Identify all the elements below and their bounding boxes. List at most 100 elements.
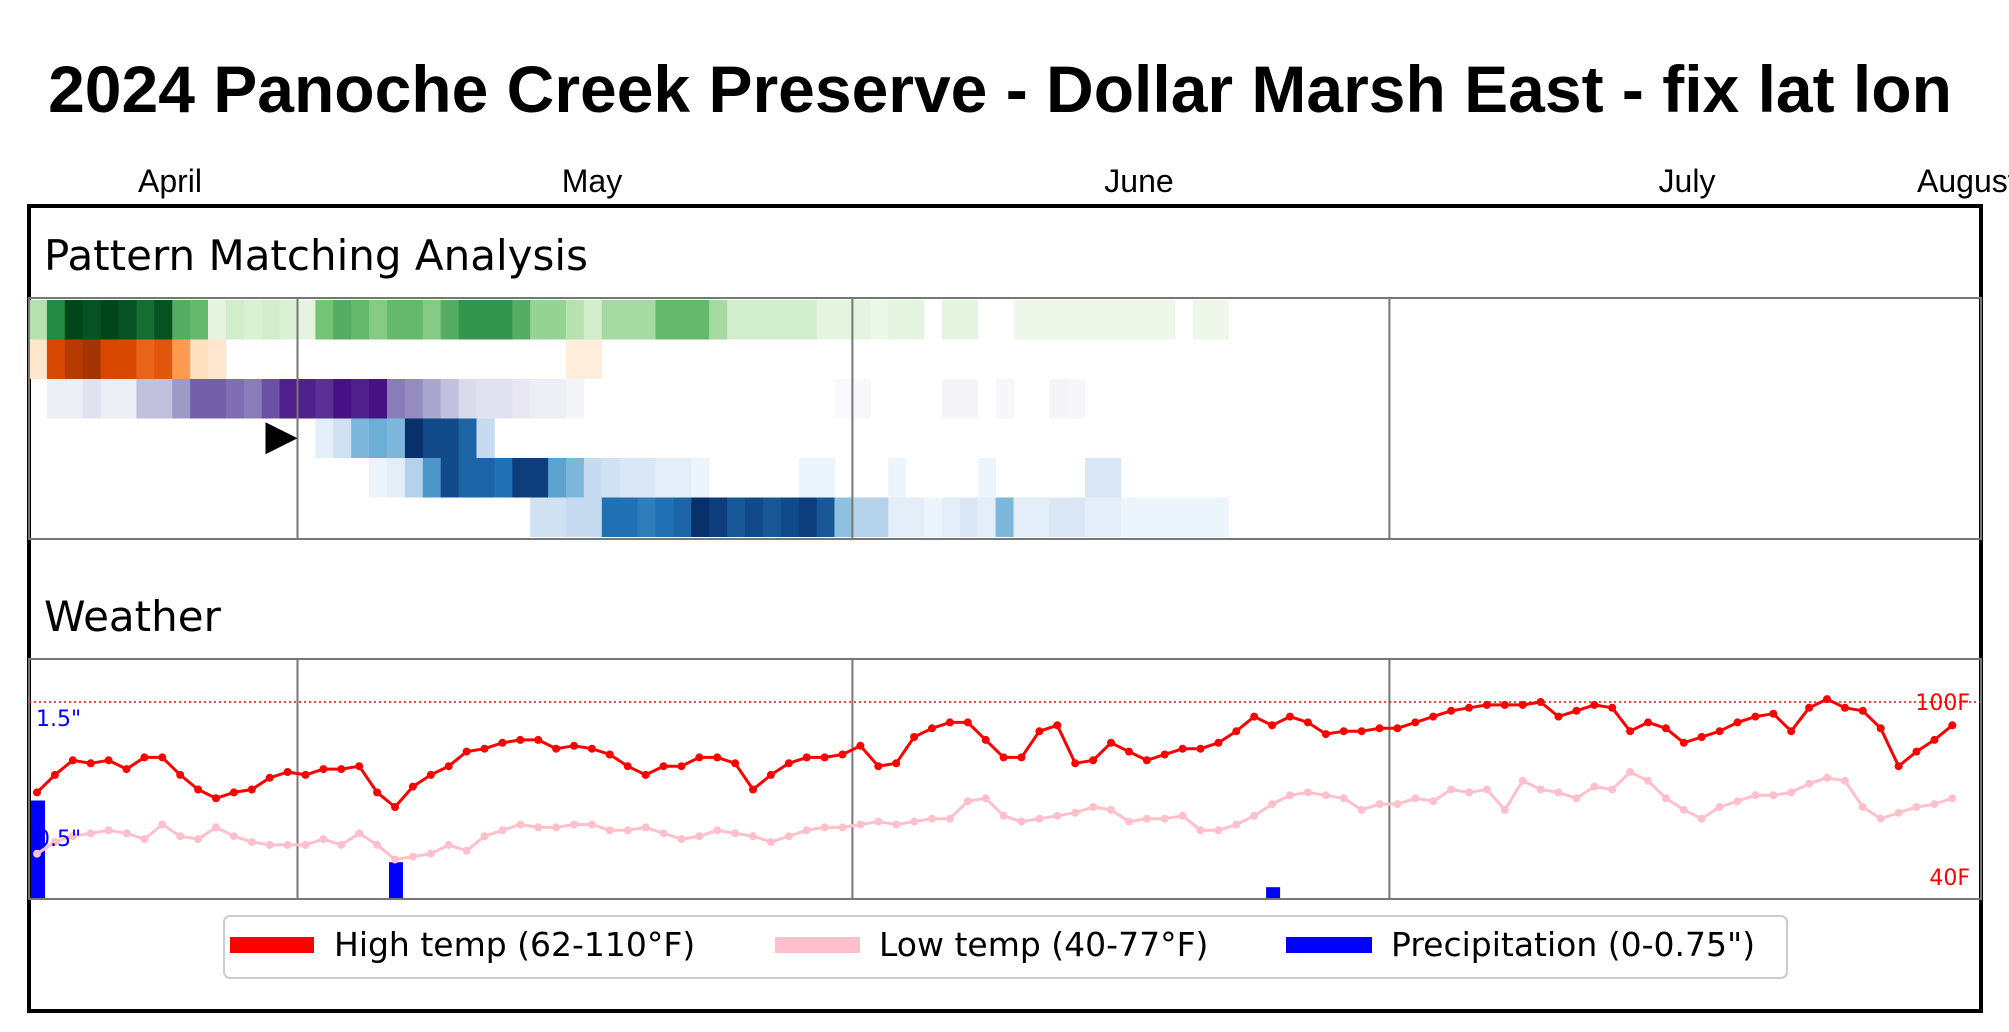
high-temp-point	[1053, 721, 1062, 730]
heatmap-cell	[315, 418, 334, 458]
low-temp-point	[1733, 797, 1742, 806]
low-temp-point	[695, 832, 704, 841]
low-temp-point	[552, 823, 561, 832]
low-temp-point	[749, 832, 757, 841]
heatmap-cell	[762, 300, 782, 340]
heatmap-cell	[780, 497, 800, 537]
pattern-heatmap	[29, 300, 1229, 537]
low-temp-point	[1948, 794, 1957, 803]
heatmap-cell	[100, 339, 119, 379]
low-temp-point	[283, 840, 292, 849]
high-temp-point	[1232, 727, 1241, 736]
low-temp-point	[176, 832, 185, 841]
heatmap-cell	[440, 458, 459, 498]
low-temp-point	[892, 820, 901, 829]
high-temp-point	[1858, 706, 1867, 715]
heatmap-cell	[530, 300, 549, 340]
temp-label-bottom: 40F	[1929, 866, 1970, 891]
heatmap-cell	[583, 497, 603, 537]
low-temp-point	[677, 835, 686, 844]
high-temp-point	[1089, 756, 1098, 765]
low-temp-point	[999, 811, 1008, 820]
heatmap-cell	[1156, 300, 1175, 340]
high-temp-point	[1554, 712, 1563, 721]
low-temp-point	[623, 826, 632, 835]
heatmap-cell	[691, 458, 710, 498]
heatmap-cell	[1013, 300, 1032, 340]
high-temp-point	[1357, 727, 1366, 736]
high-temp-point	[1751, 712, 1760, 721]
heatmap-cell	[1103, 300, 1122, 340]
heatmap-cell	[619, 458, 638, 498]
high-temp-point	[1518, 700, 1527, 709]
low-temp-point	[1214, 826, 1223, 835]
heatmap-cell	[530, 458, 549, 498]
low-temp-point	[1142, 814, 1151, 823]
heatmap-cell	[440, 418, 459, 458]
month-label-august: August	[1917, 163, 2009, 199]
low-temp-point	[1590, 782, 1599, 791]
current-date-marker	[265, 422, 298, 455]
heatmap-cell	[1067, 379, 1086, 419]
heatmap-cell	[1156, 497, 1175, 537]
heatmap-cell	[745, 497, 764, 537]
heatmap-cell	[888, 300, 907, 340]
high-temp-point	[570, 741, 578, 750]
heatmap-cell	[834, 300, 853, 340]
low-temp-point	[1626, 768, 1635, 776]
precip-label-top: 1.5"	[36, 707, 81, 732]
heatmap-cell	[369, 418, 388, 458]
heatmap-cell	[261, 379, 280, 419]
high-temp-point	[802, 753, 811, 762]
heatmap-cell	[369, 458, 388, 498]
heatmap-cell	[404, 418, 424, 458]
low-temp-point	[587, 820, 596, 829]
heatmap-cell	[691, 300, 710, 340]
high-temp-point	[68, 756, 77, 765]
month-labels: April May June July August	[138, 163, 2009, 199]
heatmap-cell	[100, 379, 119, 419]
high-temp-point	[408, 782, 417, 791]
heatmap-cell	[154, 339, 173, 379]
heatmap-cell	[530, 379, 549, 419]
low-temp-point	[1536, 785, 1545, 794]
heatmap-cell	[727, 497, 746, 537]
low-temp-point	[928, 814, 936, 823]
low-temp-point	[1930, 800, 1939, 809]
low-temp-point	[1357, 805, 1366, 814]
high-temp-point	[1679, 738, 1688, 747]
high-temp-point	[1429, 712, 1438, 721]
high-temp-point	[713, 753, 722, 762]
low-temp-point	[1321, 791, 1330, 800]
heatmap-cell	[512, 458, 531, 498]
low-temp-point	[1840, 776, 1849, 785]
low-temp-point	[194, 835, 203, 844]
high-temp-point	[1250, 712, 1259, 721]
month-label-may: May	[562, 163, 622, 199]
low-temp-point	[874, 817, 883, 826]
low-temp-point	[301, 840, 310, 849]
low-temp-point	[534, 823, 543, 832]
high-temp-point	[1017, 753, 1026, 762]
high-temp-point	[910, 733, 919, 741]
heatmap-cell	[387, 458, 406, 498]
low-temp-point	[1894, 808, 1903, 817]
heatmap-cell	[709, 497, 728, 537]
low-temp-point	[1858, 803, 1867, 811]
low-temp-point	[1339, 794, 1348, 803]
high-temp-point	[1876, 724, 1885, 733]
high-temp-point	[731, 759, 740, 768]
heatmap-cell	[637, 497, 656, 537]
low-temp-point	[981, 794, 990, 803]
low-temp-point	[1482, 785, 1491, 794]
high-temp-point	[391, 803, 399, 811]
heatmap-cell	[995, 379, 1014, 419]
low-temp-point	[1107, 805, 1115, 814]
high-temp-point	[1805, 703, 1814, 712]
precip-bar	[1266, 887, 1281, 899]
high-temp-point	[426, 770, 435, 779]
heatmap-cell	[977, 458, 996, 498]
heatmap-cell	[727, 300, 746, 340]
heatmap-cell	[924, 497, 943, 537]
heatmap-cell	[476, 379, 495, 419]
